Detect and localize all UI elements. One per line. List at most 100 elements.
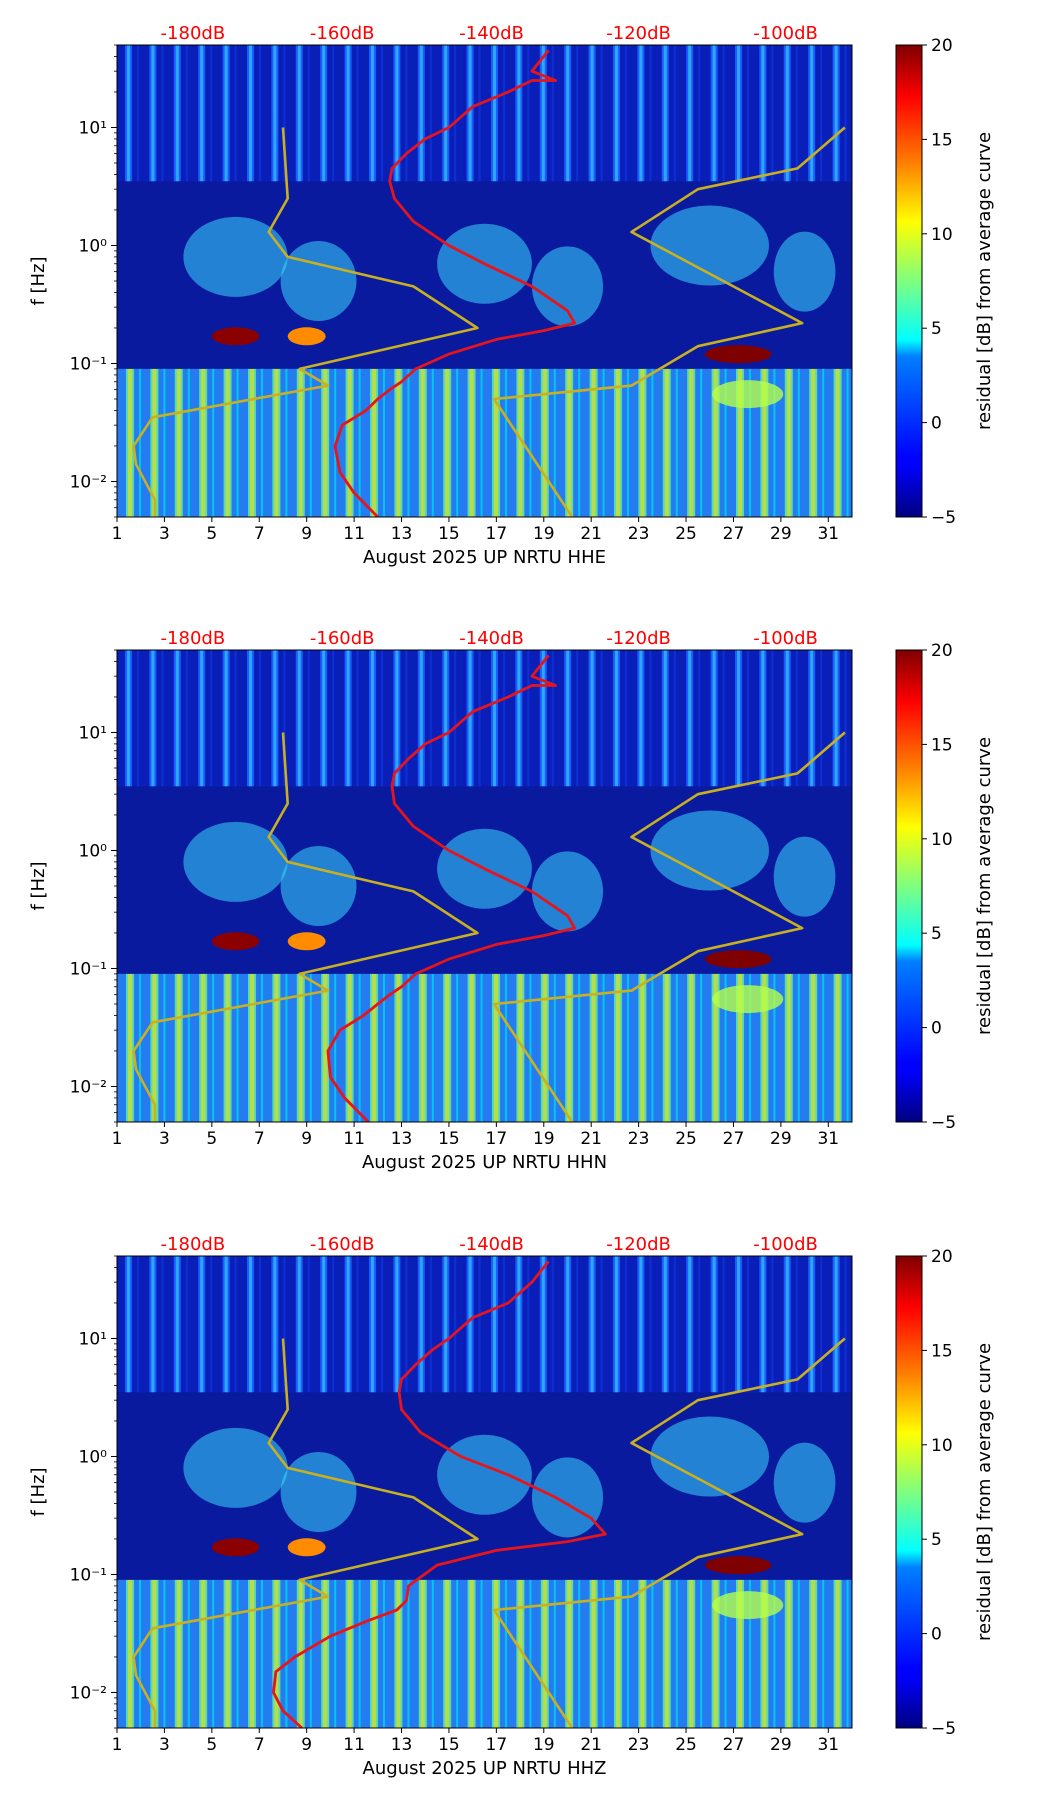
colorbar-hhz: 20 15 10 5 0 −5 residual [dB] from average cur…	[895, 1247, 995, 1739]
heatmap-blob	[437, 1434, 532, 1515]
db-scale-label: -180dB	[161, 23, 226, 44]
x-tick-label: 1	[112, 1735, 123, 1755]
heatmap-blob	[650, 205, 770, 286]
x-tick-label: 7	[254, 1735, 265, 1755]
colorbar-tick-label: 5	[931, 924, 942, 944]
heatmap-blob	[531, 246, 604, 327]
x-tick-label: 27	[723, 1735, 745, 1755]
heatmap-blob	[280, 846, 357, 926]
colorbar-tick-label: 20	[931, 36, 953, 56]
colorbar-gradient	[895, 1255, 923, 1729]
db-scale-label: -180dB	[161, 628, 226, 649]
psd-curve-line	[272, 1260, 607, 1728]
db-scale-label: -100dB	[753, 23, 818, 44]
x-tick-label: 3	[159, 1735, 170, 1755]
plot-area	[117, 650, 852, 1122]
x-tick-label: 3	[159, 524, 170, 544]
db-scale-label: -120dB	[606, 1234, 671, 1255]
noise-model-high-line	[492, 1337, 846, 1728]
heatmap-hotspot	[287, 1538, 326, 1557]
x-tick-label: 9	[301, 1735, 312, 1755]
x-tick-label: 21	[580, 1129, 602, 1149]
x-tick-label: 27	[723, 524, 745, 544]
noise-model-low-line	[132, 127, 479, 517]
colorbar-tick-label: 10	[931, 830, 953, 850]
heatmap-blob	[650, 1416, 770, 1497]
colorbar-tick-label: 10	[931, 1436, 953, 1456]
heatmap-hotspot	[712, 1591, 784, 1620]
heatmap-blob	[773, 1442, 836, 1523]
y-tick-label: 10⁰	[79, 1447, 108, 1467]
colorbar-tick-label: 5	[931, 1530, 942, 1550]
x-tick-label: 5	[206, 524, 217, 544]
heatmap-blob	[531, 1457, 604, 1538]
x-tick-label: 29	[770, 1129, 792, 1149]
colorbar-label: residual [dB] from average curve	[974, 132, 995, 430]
psd-curve-line	[333, 49, 576, 517]
db-scale-label: -120dB	[606, 628, 671, 649]
plot-area	[117, 45, 852, 517]
y-axis-label: f [Hz]	[28, 256, 49, 305]
x-tick-label: 1	[112, 524, 123, 544]
colorbar-label: residual [dB] from average curve	[974, 737, 995, 1035]
heatmap-blob	[531, 851, 604, 932]
colorbar-tick-label: 15	[931, 130, 953, 150]
colorbar-tick-label: −5	[931, 1113, 956, 1133]
x-tick-label: 25	[675, 1735, 697, 1755]
x-tick-label: 17	[486, 1129, 508, 1149]
x-tick-label: 9	[301, 524, 312, 544]
colorbar-tick-label: −5	[931, 1719, 956, 1739]
heatmap-blob	[773, 231, 836, 312]
x-tick-label: 31	[817, 1735, 839, 1755]
colorbar-hhe: 20 15 10 5 0 −5 residual [dB] from average cur…	[895, 36, 995, 528]
x-tick-label: 11	[343, 1735, 365, 1755]
heatmap-hotspot	[705, 950, 772, 969]
colorbar-tick-label: 5	[931, 319, 942, 339]
heatmap-blob	[183, 1427, 288, 1508]
db-scale-label: -140dB	[459, 23, 524, 44]
noise-model-low-line	[132, 1338, 479, 1728]
noise-model-high-line	[492, 731, 846, 1122]
heatmap-blob	[183, 216, 288, 297]
x-tick-label: 7	[254, 524, 265, 544]
x-tick-label: 17	[486, 524, 508, 544]
x-tick-label: 15	[438, 524, 460, 544]
y-tick-label: 10⁻²	[70, 1683, 107, 1703]
plot-area	[117, 1256, 852, 1728]
y-axis-label: f [Hz]	[28, 1467, 49, 1516]
db-scale-label: -160dB	[310, 23, 375, 44]
heatmap-hotspot	[712, 380, 784, 409]
x-tick-label: 11	[343, 524, 365, 544]
db-scale-label: -180dB	[161, 1234, 226, 1255]
heatmap-highfreq-band	[117, 1256, 852, 1393]
x-tick-label: 13	[391, 1735, 413, 1755]
heatmap-hotspot	[287, 327, 326, 346]
colorbar-hhn: 20 15 10 5 0 −5 residual [dB] from average cur…	[895, 641, 995, 1133]
heatmap-hotspot	[211, 327, 260, 346]
x-tick-label: 15	[438, 1129, 460, 1149]
y-tick-label: 10⁰	[79, 236, 108, 256]
db-scale-label: -140dB	[459, 1234, 524, 1255]
x-tick-label: 17	[486, 1735, 508, 1755]
x-tick-label: 29	[770, 524, 792, 544]
heatmap-hotspot	[211, 1538, 260, 1557]
x-tick-label: 15	[438, 1735, 460, 1755]
noise-model-low-line	[132, 732, 479, 1122]
db-scale-label: -160dB	[310, 1234, 375, 1255]
heatmap-hotspot	[705, 345, 772, 364]
x-tick-label: 27	[723, 1129, 745, 1149]
db-scale-label: -140dB	[459, 628, 524, 649]
db-scale-label: -120dB	[606, 23, 671, 44]
x-tick-label: 13	[391, 524, 413, 544]
colorbar-tick-label: 0	[931, 414, 942, 434]
x-axis-label: August 2025 UP NRTU HHZ	[363, 1758, 607, 1779]
db-scale-label: -100dB	[753, 1234, 818, 1255]
x-tick-label: 19	[533, 1735, 555, 1755]
x-axis-label: August 2025 UP NRTU HHE	[363, 547, 606, 568]
x-tick-label: 5	[206, 1129, 217, 1149]
y-tick-label: 10⁻¹	[70, 1565, 107, 1585]
y-axis-label: f [Hz]	[28, 861, 49, 910]
heatmap-hotspot	[211, 932, 260, 951]
